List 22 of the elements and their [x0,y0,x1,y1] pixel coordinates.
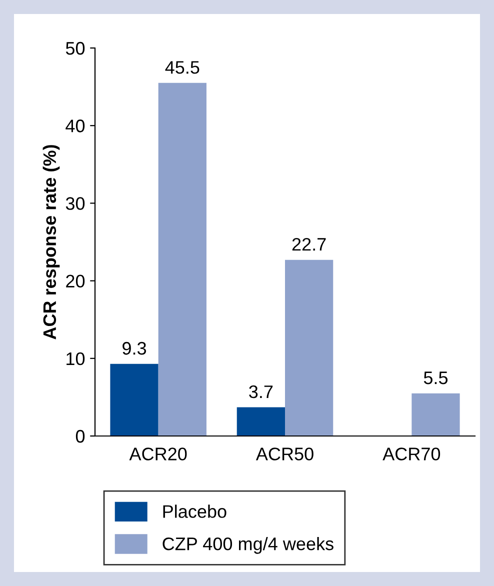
bar [412,393,460,436]
y-tick-label: 20 [66,274,85,288]
legend-label: CZP 400 mg/4 weeks [162,536,334,554]
bar [285,260,334,436]
bar [236,407,285,436]
y-tick-label: 40 [66,120,85,132]
y-axis-title: ACR response rate (%) [42,145,60,340]
data-label: 5.5 [424,372,448,384]
data-label: 9.3 [122,342,146,355]
bar [110,364,158,436]
y-tick-label: 0 [76,430,85,443]
y-tick-label: 50 [66,42,85,55]
x-tick-label: ACR20 [129,448,187,460]
data-label: 45.5 [165,61,200,74]
y-tick-label: 10 [66,352,85,366]
x-tick-label: ACR50 [256,448,314,460]
y-tick-label: 30 [66,197,85,210]
x-tick-label: ACR70 [382,448,440,460]
data-label: 3.7 [249,385,273,398]
legend-label: Placebo [163,504,226,518]
bar [158,82,206,436]
data-label: 22.7 [292,238,326,251]
